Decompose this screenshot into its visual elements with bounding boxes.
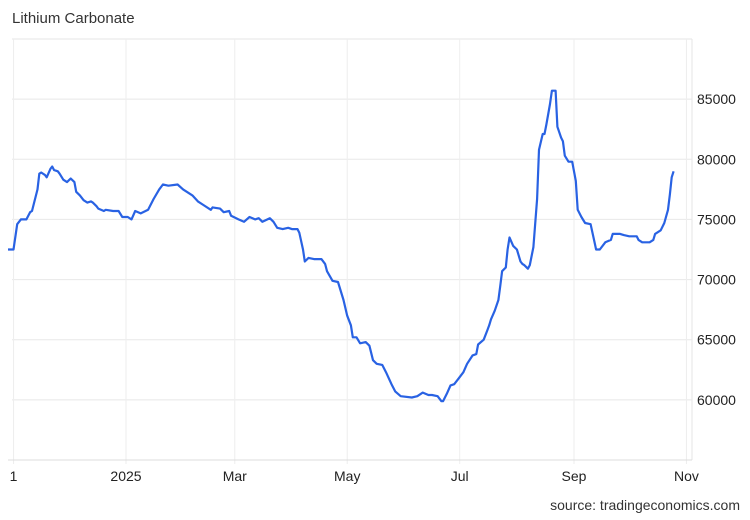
x-tick-label: Sep xyxy=(562,468,587,484)
x-tick-label: May xyxy=(334,468,360,484)
x-tick-label: 2025 xyxy=(110,468,141,484)
x-tick-label: Nov xyxy=(674,468,699,484)
x-tick-label: Mar xyxy=(223,468,247,484)
y-tick-label: 70000 xyxy=(697,272,736,288)
y-tick-label: 85000 xyxy=(697,91,736,107)
x-tick-label: 1 xyxy=(10,468,18,484)
source-credit: source: tradingeconomics.com xyxy=(550,497,740,513)
chart-title: Lithium Carbonate xyxy=(12,10,135,27)
x-tick-label: Jul xyxy=(451,468,469,484)
y-tick-label: 75000 xyxy=(697,211,736,227)
y-tick-label: 65000 xyxy=(697,332,736,348)
price-line xyxy=(8,89,675,403)
y-tick-label: 60000 xyxy=(697,392,736,408)
y-tick-label: 80000 xyxy=(697,151,736,167)
